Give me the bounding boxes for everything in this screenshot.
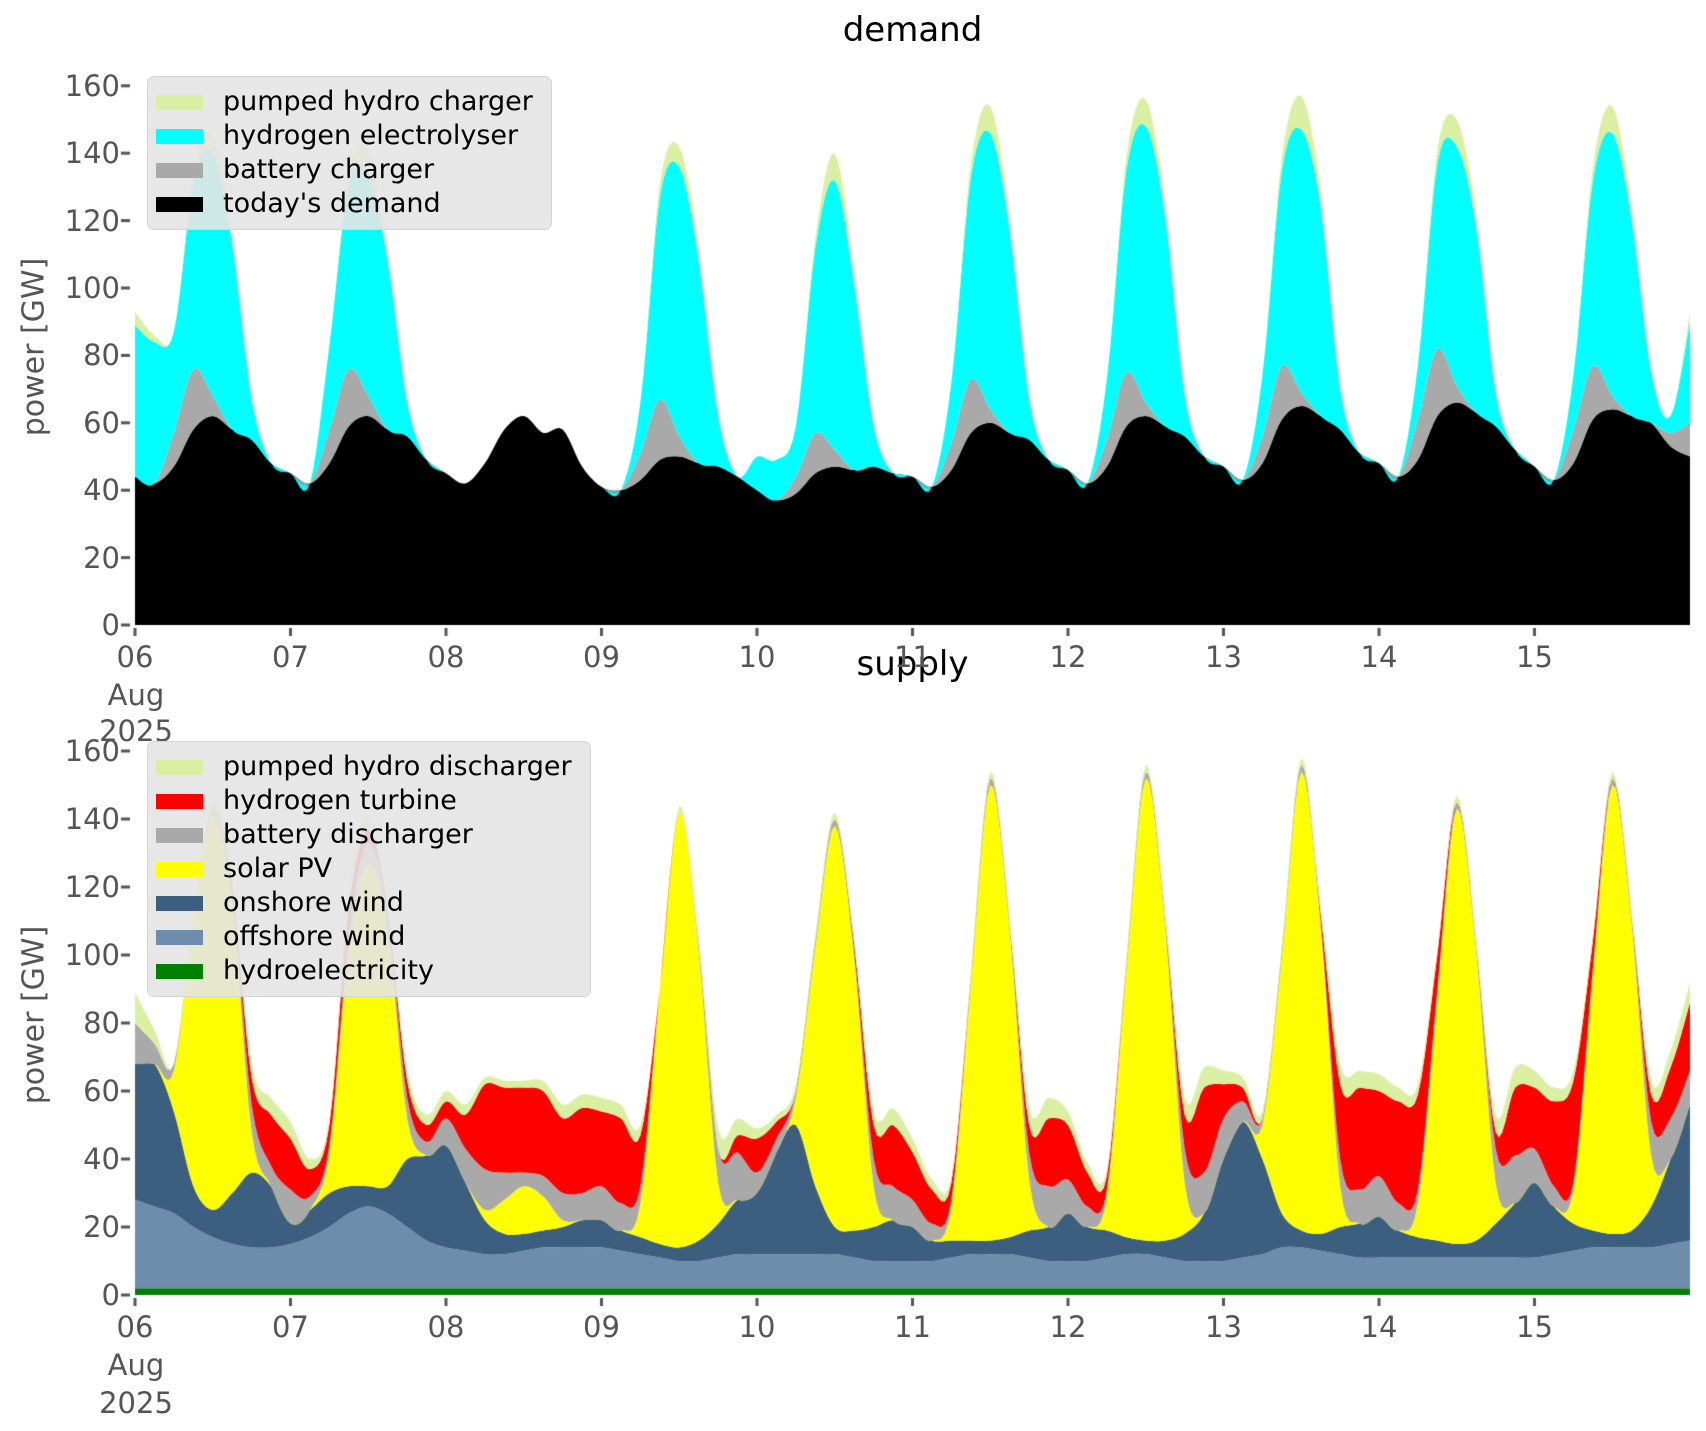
legend-item: pumped hydro discharger xyxy=(156,750,572,784)
x-tick-label: 08 xyxy=(427,640,465,674)
legend-label: pumped hydro discharger xyxy=(223,751,572,782)
x-tick-label: 09 xyxy=(583,1310,620,1344)
supply-legend: pumped hydro discharger hydrogen turbine b… xyxy=(147,741,591,997)
legend-label: pumped hydro charger xyxy=(223,86,533,117)
x-tick-label: 14 xyxy=(1360,640,1398,674)
demand-legend: pumped hydro charger hydrogen electrolyse… xyxy=(147,76,552,230)
y-tick-label: 20 xyxy=(83,1210,120,1244)
demand-x-axis-month-label: Aug xyxy=(107,678,165,712)
x-tick-label: 14 xyxy=(1360,1310,1398,1344)
demand-chart-title: demand xyxy=(842,10,983,50)
legend-swatch xyxy=(156,929,203,945)
legend-item: pumped hydro charger xyxy=(156,85,533,119)
legend-label: solar PV xyxy=(223,853,333,884)
y-tick-label: 160 xyxy=(64,734,120,768)
y-tick-label: 100 xyxy=(64,271,120,305)
y-tick-label: 120 xyxy=(64,870,120,904)
x-tick-label: 10 xyxy=(738,1310,776,1344)
x-tick-label: 11 xyxy=(894,640,931,674)
x-tick-label: 15 xyxy=(1516,1310,1553,1344)
legend-item: hydrogen electrolyser xyxy=(156,119,533,153)
legend-item: offshore wind xyxy=(156,920,572,954)
legend-label: hydrogen electrolyser xyxy=(223,120,519,151)
legend-swatch xyxy=(156,759,203,775)
y-tick-label: 60 xyxy=(83,1074,120,1108)
legend-label: today's demand xyxy=(223,188,441,219)
y-tick-label: 20 xyxy=(83,540,120,575)
legend-label: onshore wind xyxy=(223,887,404,918)
x-tick-label: 07 xyxy=(272,1310,309,1344)
x-tick-label: 12 xyxy=(1049,640,1087,674)
legend-swatch xyxy=(156,162,203,178)
x-tick-label: 15 xyxy=(1516,640,1553,674)
supply-x-axis-month-label: Aug xyxy=(107,1348,165,1382)
y-tick-label: 100 xyxy=(64,938,120,972)
legend-label: battery discharger xyxy=(223,819,473,850)
x-tick-label: 13 xyxy=(1205,640,1242,674)
y-tick-label: 0 xyxy=(101,608,120,642)
y-tick-label: 120 xyxy=(64,203,120,238)
x-tick-label: 08 xyxy=(427,1310,465,1344)
x-tick-label: 07 xyxy=(272,640,309,674)
legend-swatch xyxy=(156,196,203,212)
y-tick-label: 60 xyxy=(83,405,120,440)
y-tick-label: 80 xyxy=(83,1006,120,1040)
legend-label: battery charger xyxy=(223,154,435,185)
x-tick-label: 09 xyxy=(583,640,620,674)
legend-swatch xyxy=(156,94,203,110)
x-tick-label: 10 xyxy=(738,640,776,674)
legend-swatch xyxy=(156,793,203,809)
x-tick-label: 12 xyxy=(1049,1310,1087,1344)
y-tick-label: 40 xyxy=(83,1142,120,1176)
x-tick-label: 13 xyxy=(1205,1310,1242,1344)
x-tick-label: 06 xyxy=(116,640,154,674)
y-tick-label: 80 xyxy=(83,338,120,373)
x-tick-label: 06 xyxy=(116,1310,154,1344)
legend-item: battery charger xyxy=(156,153,533,187)
y-tick-label: 0 xyxy=(101,1278,120,1312)
y-tick-label: 140 xyxy=(64,802,120,836)
legend-item: solar PV xyxy=(156,852,572,886)
y-tick-label: 140 xyxy=(64,136,120,171)
legend-swatch xyxy=(156,827,203,843)
legend-label: hydrogen turbine xyxy=(223,785,457,816)
legend-item: hydrogen turbine xyxy=(156,784,572,818)
x-tick-label: 11 xyxy=(894,1310,931,1344)
legend-swatch xyxy=(156,895,203,911)
legend-item: today's demand xyxy=(156,187,533,221)
legend-item: hydroelectricity xyxy=(156,954,572,988)
legend-label: offshore wind xyxy=(223,921,406,952)
legend-item: onshore wind xyxy=(156,886,572,920)
supply-x-axis-year-label: 2025 xyxy=(99,1386,173,1420)
legend-label: hydroelectricity xyxy=(223,955,434,986)
legend-swatch xyxy=(156,861,203,877)
legend-swatch xyxy=(156,128,203,144)
supply-chart-title: supply xyxy=(856,644,969,684)
y-tick-label: 40 xyxy=(83,473,120,508)
y-tick-label: 160 xyxy=(64,68,120,103)
legend-swatch xyxy=(156,963,203,979)
legend-item: battery discharger xyxy=(156,818,572,852)
